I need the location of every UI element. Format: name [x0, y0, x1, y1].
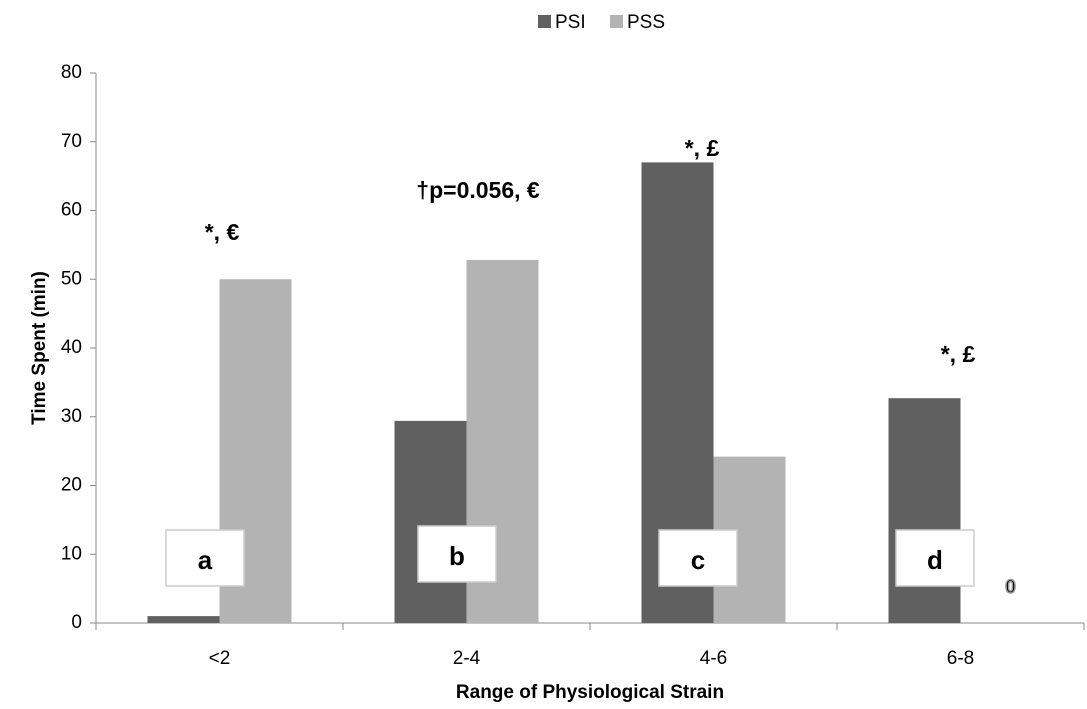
panel-label: c [691, 545, 705, 575]
x-tick-label: 6-8 [947, 648, 974, 669]
annotation: †p=0.056, € [416, 177, 540, 203]
y-axis-title: Time Spent (min) [29, 271, 50, 425]
annotation: *, £ [685, 135, 720, 161]
panel-box [417, 525, 497, 583]
y-tick-label: 80 [61, 62, 82, 83]
panel-label: a [198, 545, 213, 575]
x-tick-label: 4-6 [700, 648, 727, 669]
bar [147, 616, 220, 623]
y-tick-label: 30 [61, 406, 82, 427]
x-tick-label: <2 [209, 648, 231, 669]
legend-swatch [610, 15, 623, 28]
x-axis-title: Range of Physiological Strain [456, 682, 724, 703]
panel-label: d [927, 545, 943, 575]
panel-box [165, 529, 245, 587]
y-tick-label: 70 [61, 131, 82, 152]
panel-label: b [449, 541, 465, 571]
legend-label: PSS [627, 12, 665, 33]
bar [394, 420, 467, 623]
y-tick-label: 40 [61, 337, 82, 358]
panel-box [895, 529, 975, 587]
legend-label: PSI [555, 12, 586, 33]
y-tick-label: 20 [61, 475, 82, 496]
y-tick-label: 10 [61, 543, 82, 564]
y-tick-label: 0 [71, 612, 82, 633]
annotation: *, £ [941, 341, 976, 367]
annotation: *, € [205, 219, 240, 245]
data-label: 0 [1005, 577, 1016, 598]
x-tick-label: 2-4 [453, 648, 481, 669]
legend-swatch [538, 15, 551, 28]
bar [888, 398, 961, 623]
y-tick-label: 60 [61, 200, 82, 221]
y-tick-label: 50 [61, 268, 82, 289]
panel-box [658, 529, 738, 587]
